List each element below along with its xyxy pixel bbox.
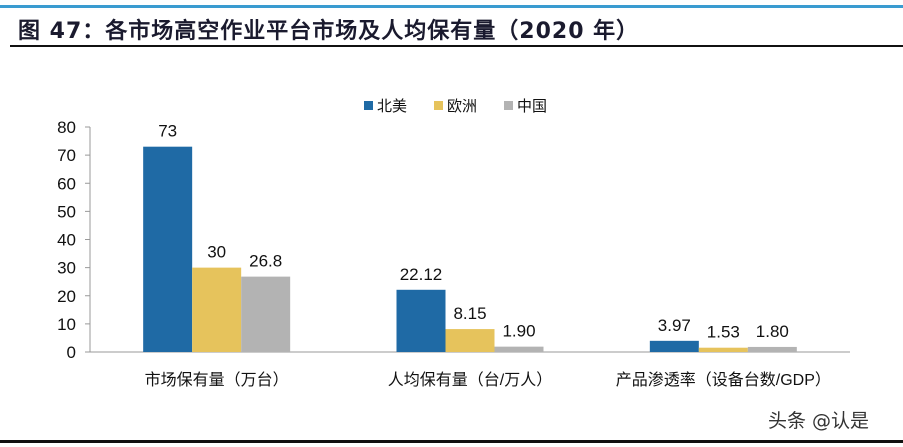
y-tick-label: 30: [57, 259, 76, 278]
x-category-label: 产品渗透率（设备台数/GDP）: [616, 371, 831, 389]
bar-北美: [143, 146, 193, 352]
data-label: 8.15: [453, 304, 486, 323]
bar-北美: [649, 340, 699, 352]
bar-中国: [494, 346, 544, 352]
data-label: 1.90: [502, 322, 535, 341]
x-category-label: 市场保有量（万台）: [145, 371, 289, 389]
legend-label: 中国: [517, 98, 547, 115]
legend-label: 欧洲: [447, 98, 477, 115]
data-label: 73: [158, 122, 177, 141]
y-tick-label: 10: [57, 315, 76, 334]
y-tick-label: 70: [57, 146, 76, 165]
watermark: 头条 @认是: [768, 410, 870, 432]
data-label: 26.8: [249, 252, 282, 271]
y-tick-label: 0: [67, 343, 76, 362]
bar-北美: [396, 289, 446, 352]
legend-label: 北美: [377, 98, 407, 115]
y-tick-label: 20: [57, 287, 76, 306]
bar-欧洲: [445, 329, 495, 352]
y-tick-label: 50: [57, 202, 76, 221]
legend-swatch: [504, 101, 513, 110]
legend-swatch: [364, 101, 373, 110]
data-label: 3.97: [658, 316, 691, 335]
bar-中国: [747, 346, 797, 352]
title-rule: [10, 45, 903, 47]
top-rule: [0, 5, 903, 8]
bar-欧洲: [698, 347, 748, 352]
y-tick-label: 40: [57, 231, 76, 250]
y-tick-label: 60: [57, 174, 76, 193]
x-category-label: 人均保有量（台/万人）: [388, 371, 552, 389]
figure-title: 图 47：各市场高空作业平台市场及人均保有量（2020 年）: [18, 19, 640, 44]
data-label: 30: [207, 243, 226, 262]
y-tick-label: 80: [57, 118, 76, 137]
data-label: 1.53: [707, 323, 740, 342]
bar-欧洲: [192, 267, 242, 352]
data-label: 22.12: [400, 265, 443, 284]
legend-swatch: [434, 101, 443, 110]
bar-中国: [241, 276, 291, 352]
bottom-rule: [0, 440, 903, 443]
data-label: 1.80: [756, 322, 789, 341]
